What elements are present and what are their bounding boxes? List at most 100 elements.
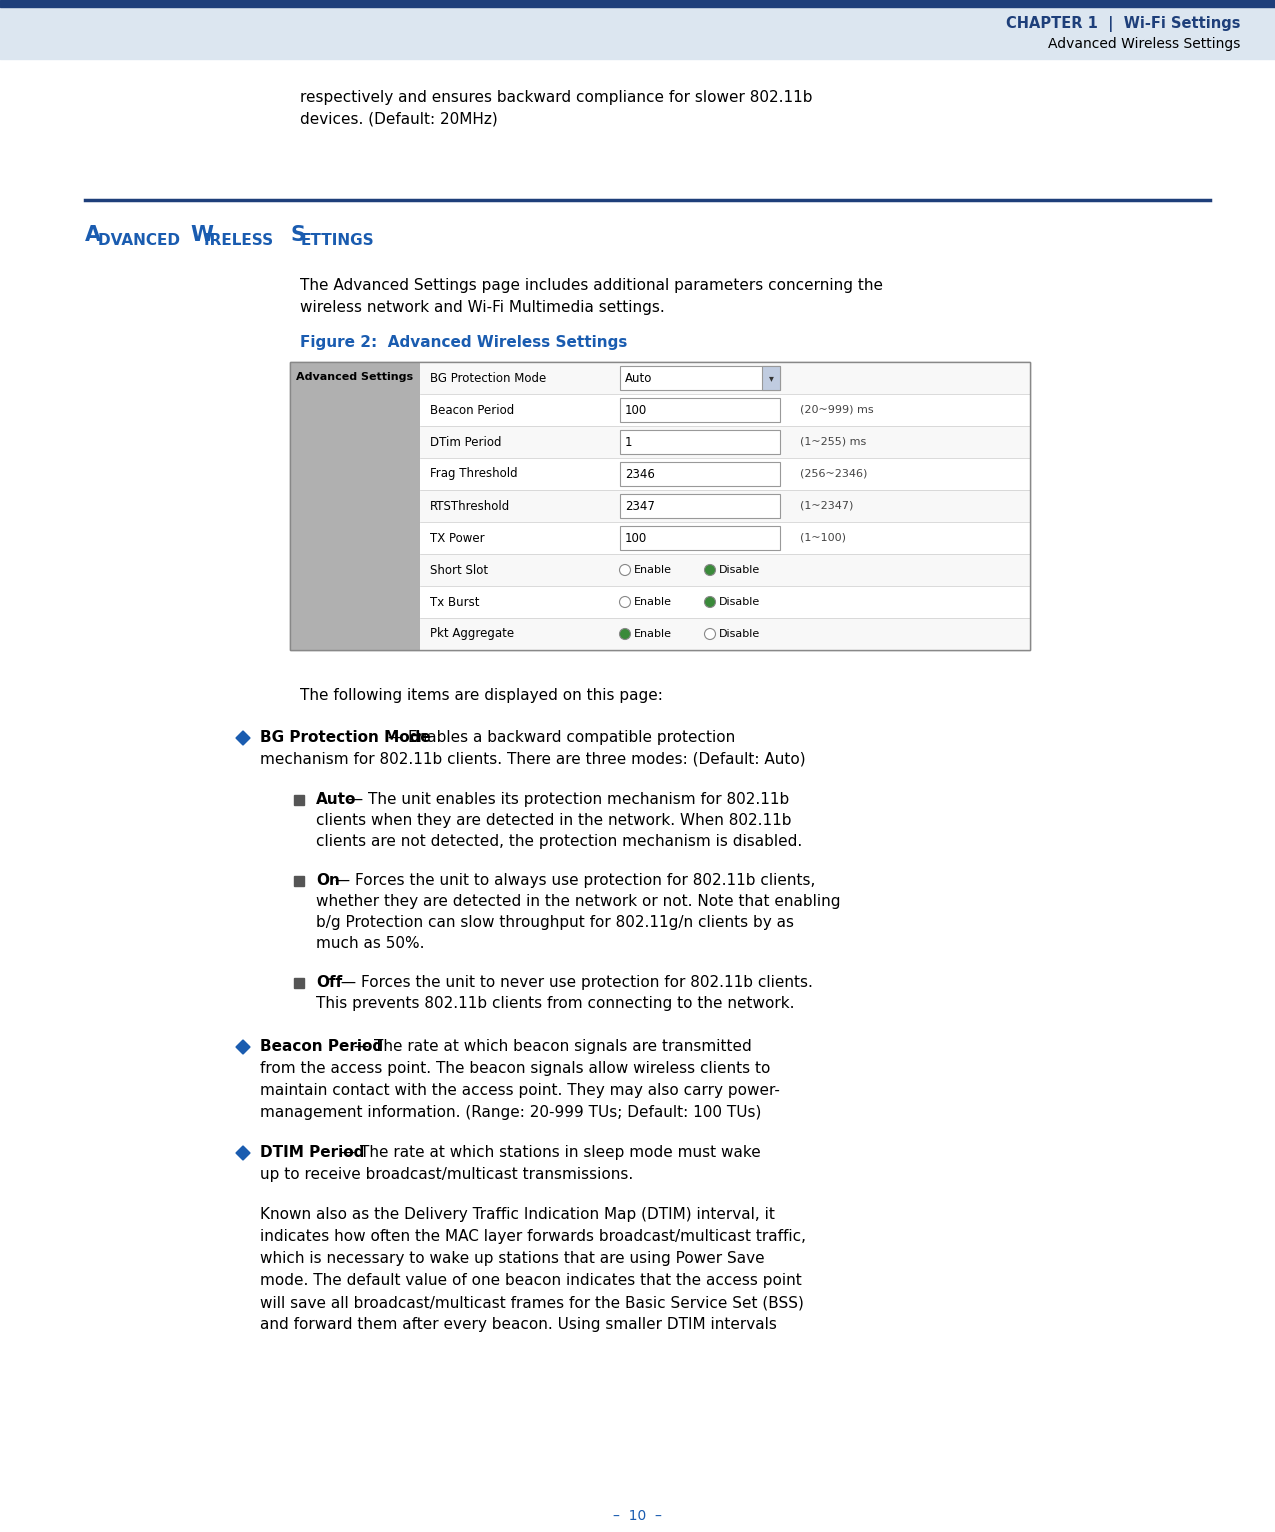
Bar: [419, 490, 1030, 522]
Circle shape: [705, 596, 715, 608]
Bar: [620, 366, 780, 391]
Text: and forward them after every beacon. Using smaller DTIM intervals: and forward them after every beacon. Usi…: [260, 1318, 776, 1331]
Text: Known also as the Delivery Traffic Indication Map (DTIM) interval, it: Known also as the Delivery Traffic Indic…: [260, 1207, 775, 1223]
Text: — The rate at which beacon signals are transmitted: — The rate at which beacon signals are t…: [348, 1039, 751, 1054]
Text: (1~255) ms: (1~255) ms: [799, 437, 866, 447]
Bar: [295, 876, 303, 885]
Bar: [0, 8, 1275, 60]
Bar: [289, 362, 1030, 650]
Text: maintain contact with the access point. They may also carry power-: maintain contact with the access point. …: [260, 1083, 780, 1098]
Text: BG Protection Mode: BG Protection Mode: [430, 371, 546, 385]
Text: management information. (Range: 20-999 TUs; Default: 100 TUs): management information. (Range: 20-999 T…: [260, 1105, 761, 1120]
Text: Disable: Disable: [719, 565, 760, 574]
Text: Off: Off: [316, 974, 342, 990]
Text: from the access point. The beacon signals allow wireless clients to: from the access point. The beacon signal…: [260, 1062, 770, 1075]
Bar: [419, 458, 1030, 490]
Bar: [295, 977, 303, 988]
Text: mode. The default value of one beacon indicates that the access point: mode. The default value of one beacon in…: [260, 1273, 802, 1288]
Bar: [419, 555, 1030, 587]
Bar: [620, 525, 780, 550]
Text: b/g Protection can slow throughput for 802.11g/n clients by as: b/g Protection can slow throughput for 8…: [316, 915, 794, 930]
Text: mechanism for 802.11b clients. There are three modes: (Default: Auto): mechanism for 802.11b clients. There are…: [260, 752, 806, 768]
Text: 2346: 2346: [625, 467, 655, 481]
Text: will save all broadcast/multicast frames for the Basic Service Set (BSS): will save all broadcast/multicast frames…: [260, 1295, 803, 1310]
Circle shape: [620, 596, 631, 608]
Text: (256~2346): (256~2346): [799, 469, 867, 480]
Polygon shape: [236, 1040, 250, 1054]
Text: 100: 100: [625, 532, 648, 544]
Text: devices. (Default: 20MHz): devices. (Default: 20MHz): [300, 112, 497, 127]
Text: up to receive broadcast/multicast transmissions.: up to receive broadcast/multicast transm…: [260, 1167, 634, 1183]
Bar: [620, 463, 780, 486]
Circle shape: [705, 628, 715, 639]
Text: Figure 2:  Advanced Wireless Settings: Figure 2: Advanced Wireless Settings: [300, 336, 627, 349]
Text: Enable: Enable: [634, 630, 672, 639]
Text: 1: 1: [625, 435, 632, 449]
Text: clients when they are detected in the network. When 802.11b: clients when they are detected in the ne…: [316, 813, 792, 827]
Bar: [419, 362, 1030, 394]
Circle shape: [705, 564, 715, 576]
Text: ETTINGS: ETTINGS: [301, 233, 375, 248]
Circle shape: [620, 564, 631, 576]
Text: Auto: Auto: [316, 792, 357, 807]
Text: DVANCED: DVANCED: [98, 233, 185, 248]
Bar: [419, 617, 1030, 650]
Text: which is necessary to wake up stations that are using Power Save: which is necessary to wake up stations t…: [260, 1252, 765, 1265]
Text: W: W: [190, 225, 213, 245]
Text: Auto: Auto: [625, 371, 653, 385]
Text: 2347: 2347: [625, 499, 655, 513]
Bar: [419, 426, 1030, 458]
Text: Advanced Settings: Advanced Settings: [296, 372, 413, 381]
Bar: [620, 398, 780, 421]
Text: (20~999) ms: (20~999) ms: [799, 404, 873, 415]
Text: TX Power: TX Power: [430, 532, 484, 544]
Text: Tx Burst: Tx Burst: [430, 596, 479, 608]
Text: DTIM Period: DTIM Period: [260, 1144, 365, 1160]
Text: Disable: Disable: [719, 597, 760, 607]
Text: On: On: [316, 873, 340, 889]
Bar: [620, 430, 780, 453]
Text: S: S: [289, 225, 305, 245]
Text: This prevents 802.11b clients from connecting to the network.: This prevents 802.11b clients from conne…: [316, 996, 794, 1011]
Text: Short Slot: Short Slot: [430, 564, 488, 576]
Text: (1~100): (1~100): [799, 533, 847, 542]
Text: — Enables a backward compatible protection: — Enables a backward compatible protecti…: [382, 731, 734, 745]
Bar: [762, 366, 780, 391]
Text: RTSThreshold: RTSThreshold: [430, 499, 510, 513]
Text: IRELESS: IRELESS: [204, 233, 278, 248]
Text: The Advanced Settings page includes additional parameters concerning the: The Advanced Settings page includes addi…: [300, 277, 884, 293]
Bar: [620, 493, 780, 518]
Text: BG Protection Mode: BG Protection Mode: [260, 731, 431, 745]
Text: respectively and ensures backward compliance for slower 802.11b: respectively and ensures backward compli…: [300, 90, 812, 106]
Text: Enable: Enable: [634, 565, 672, 574]
Text: –  10  –: – 10 –: [612, 1509, 662, 1523]
Bar: [295, 795, 303, 804]
Text: wireless network and Wi-Fi Multimedia settings.: wireless network and Wi-Fi Multimedia se…: [300, 300, 664, 316]
Polygon shape: [236, 731, 250, 745]
Text: — Forces the unit to never use protection for 802.11b clients.: — Forces the unit to never use protectio…: [337, 974, 813, 990]
Text: — The unit enables its protection mechanism for 802.11b: — The unit enables its protection mechan…: [343, 792, 789, 807]
Text: Pkt Aggregate: Pkt Aggregate: [430, 628, 514, 640]
Text: Frag Threshold: Frag Threshold: [430, 467, 518, 481]
Text: CHAPTER 1  |  Wi-Fi Settings: CHAPTER 1 | Wi-Fi Settings: [1006, 15, 1241, 32]
Bar: [419, 587, 1030, 617]
Text: Beacon Period: Beacon Period: [430, 403, 514, 417]
Bar: [0, 0, 1275, 8]
Text: Disable: Disable: [719, 630, 760, 639]
Bar: [419, 394, 1030, 426]
Text: — Forces the unit to always use protection for 802.11b clients,: — Forces the unit to always use protecti…: [330, 873, 815, 889]
Text: Beacon Period: Beacon Period: [260, 1039, 382, 1054]
Text: DTim Period: DTim Period: [430, 435, 501, 449]
Text: (1~2347): (1~2347): [799, 501, 853, 512]
Text: A: A: [85, 225, 101, 245]
Polygon shape: [236, 1146, 250, 1160]
Text: — The rate at which stations in sleep mode must wake: — The rate at which stations in sleep mo…: [335, 1144, 761, 1160]
Circle shape: [620, 628, 631, 639]
Text: The following items are displayed on this page:: The following items are displayed on thi…: [300, 688, 663, 703]
Text: clients are not detected, the protection mechanism is disabled.: clients are not detected, the protection…: [316, 833, 802, 849]
Text: Advanced Wireless Settings: Advanced Wireless Settings: [1048, 37, 1241, 51]
Text: much as 50%.: much as 50%.: [316, 936, 425, 951]
Text: indicates how often the MAC layer forwards broadcast/multicast traffic,: indicates how often the MAC layer forwar…: [260, 1229, 806, 1244]
Text: 100: 100: [625, 403, 648, 417]
Bar: [289, 362, 419, 650]
